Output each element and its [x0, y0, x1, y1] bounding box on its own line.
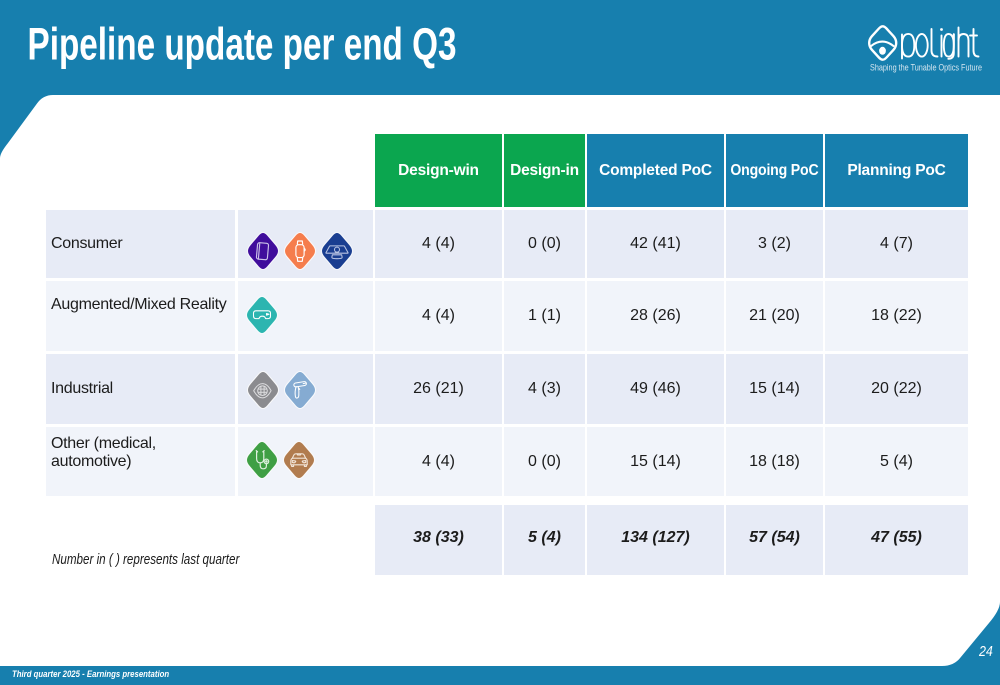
svg-text:Shaping the Tunable Optics Fut: Shaping the Tunable Optics Future — [870, 63, 982, 73]
svg-text:Pipeline update per end Q3: Pipeline update per end Q3 — [28, 19, 457, 70]
